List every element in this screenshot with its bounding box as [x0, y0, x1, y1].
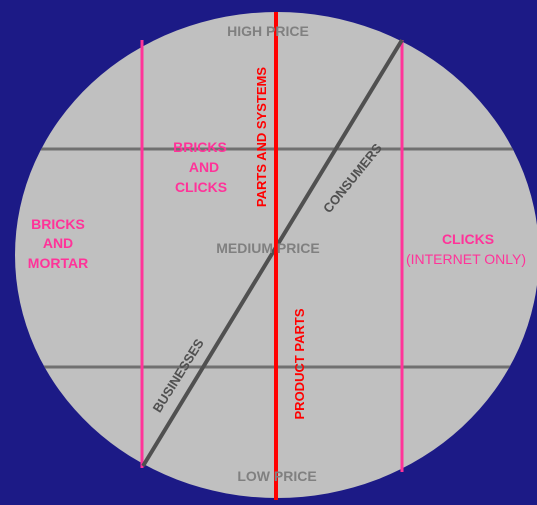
low-price-label: LOW PRICE — [237, 468, 316, 484]
business-consumer-diagonal — [141, 38, 404, 468]
medium-price-label: MEDIUM PRICE — [216, 240, 319, 256]
clicks-label: CLICKS — [442, 231, 494, 247]
bricks-and-mortar-line-3: MORTAR — [28, 255, 88, 271]
bricks-and-mortar-line-2: AND — [43, 235, 73, 251]
high-price-label: HIGH PRICE — [227, 23, 309, 39]
bricks-and-clicks-line-1: BRICKS — [173, 139, 227, 155]
bricks-and-clicks-line-2: AND — [189, 159, 219, 175]
clicks-note: (INTERNET ONLY) — [406, 251, 526, 267]
product-parts-label: PRODUCT PARTS — [292, 308, 307, 419]
bricks-and-mortar-line-1: BRICKS — [31, 216, 85, 232]
parts-and-systems-label: PARTS AND SYSTEMS — [254, 67, 269, 207]
bricks-and-clicks-line-3: CLICKS — [175, 179, 227, 195]
